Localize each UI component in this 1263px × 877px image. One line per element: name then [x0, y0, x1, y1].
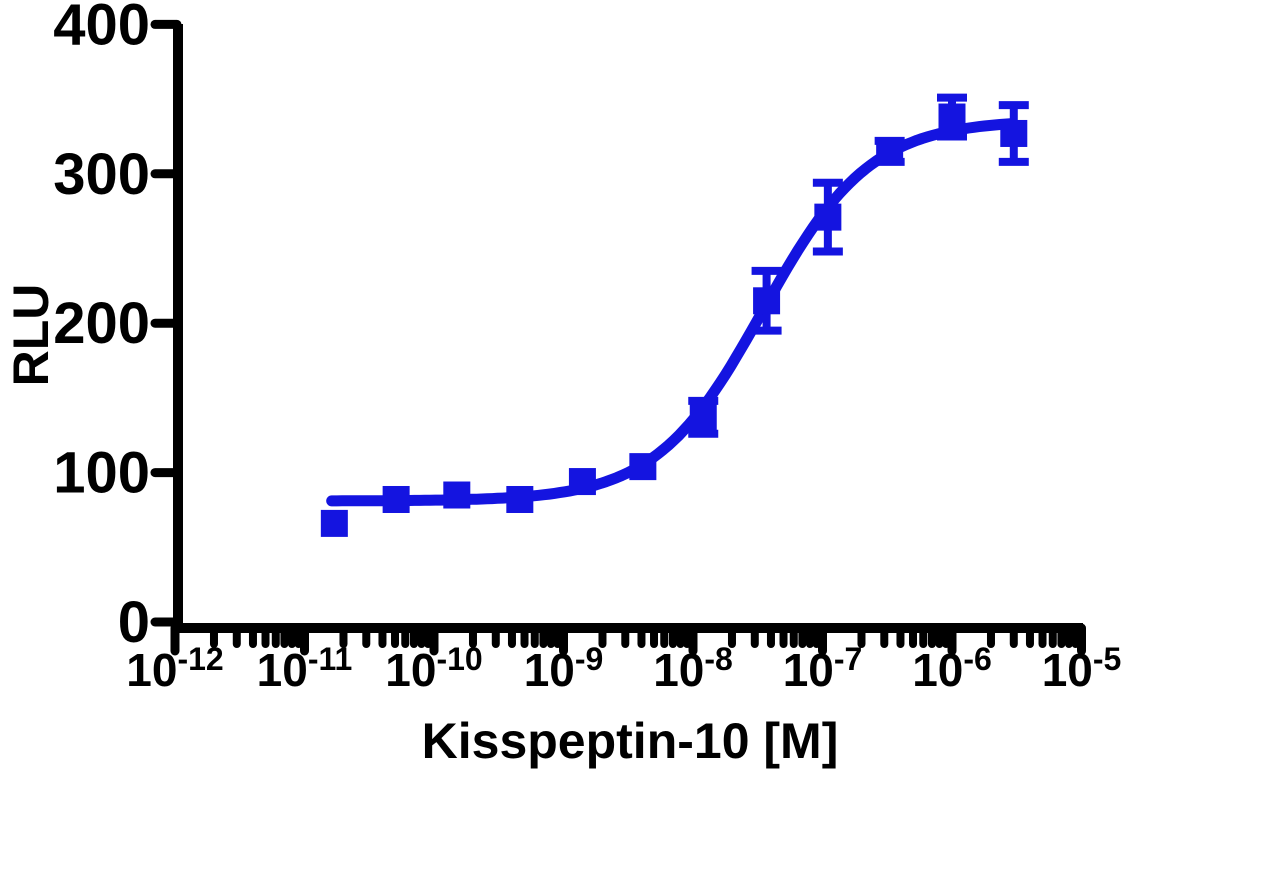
data-point-square [382, 485, 410, 513]
fit-curve [326, 118, 1016, 507]
x-tick-label: 10-12 [126, 641, 223, 696]
y-tick-label: 400 [53, 0, 150, 57]
x-tick-label: 10-9 [524, 641, 604, 696]
data-point-square [689, 403, 717, 431]
x-tick-label: 10-8 [653, 641, 733, 696]
data-point-markers [320, 103, 1028, 537]
fit-curve-line [326, 118, 1016, 507]
error-bars [688, 93, 1029, 438]
y-tick-label: 100 [53, 441, 150, 506]
x-axis-title: Kisspeptin-10 [M] [422, 713, 839, 769]
y-tick-label: 300 [53, 142, 150, 207]
x-tick-label: 10-7 [783, 641, 863, 696]
data-point-square [876, 137, 904, 165]
x-axis-minor-ticks [209, 624, 1080, 648]
y-axis-ticks [150, 19, 182, 627]
y-axis-tick-labels: 0 100 200 300 400 [53, 0, 150, 655]
x-axis-major-ticks [170, 623, 1086, 656]
data-point-square [753, 287, 781, 315]
data-point-square [320, 509, 348, 537]
x-tick-label: 10-5 [1042, 641, 1122, 696]
data-point-square [938, 103, 966, 131]
y-axis-title: RLU [3, 284, 59, 387]
x-axis-tick-labels: 10-12 10-11 10-10 10-9 10-8 10-7 10-6 10-5 [126, 641, 1121, 696]
data-point-square [506, 485, 534, 513]
y-tick-label: 200 [53, 291, 150, 356]
x-tick-label: 10-10 [385, 641, 482, 696]
x-tick-label: 10-6 [912, 641, 992, 696]
data-point-square [814, 203, 842, 231]
x-tick-label: 10-11 [257, 641, 353, 696]
data-point-square [629, 453, 657, 481]
data-point-square [443, 481, 471, 509]
data-point-square [1000, 119, 1028, 147]
data-point-square [568, 468, 596, 496]
y-tick-label: 0 [118, 590, 150, 655]
